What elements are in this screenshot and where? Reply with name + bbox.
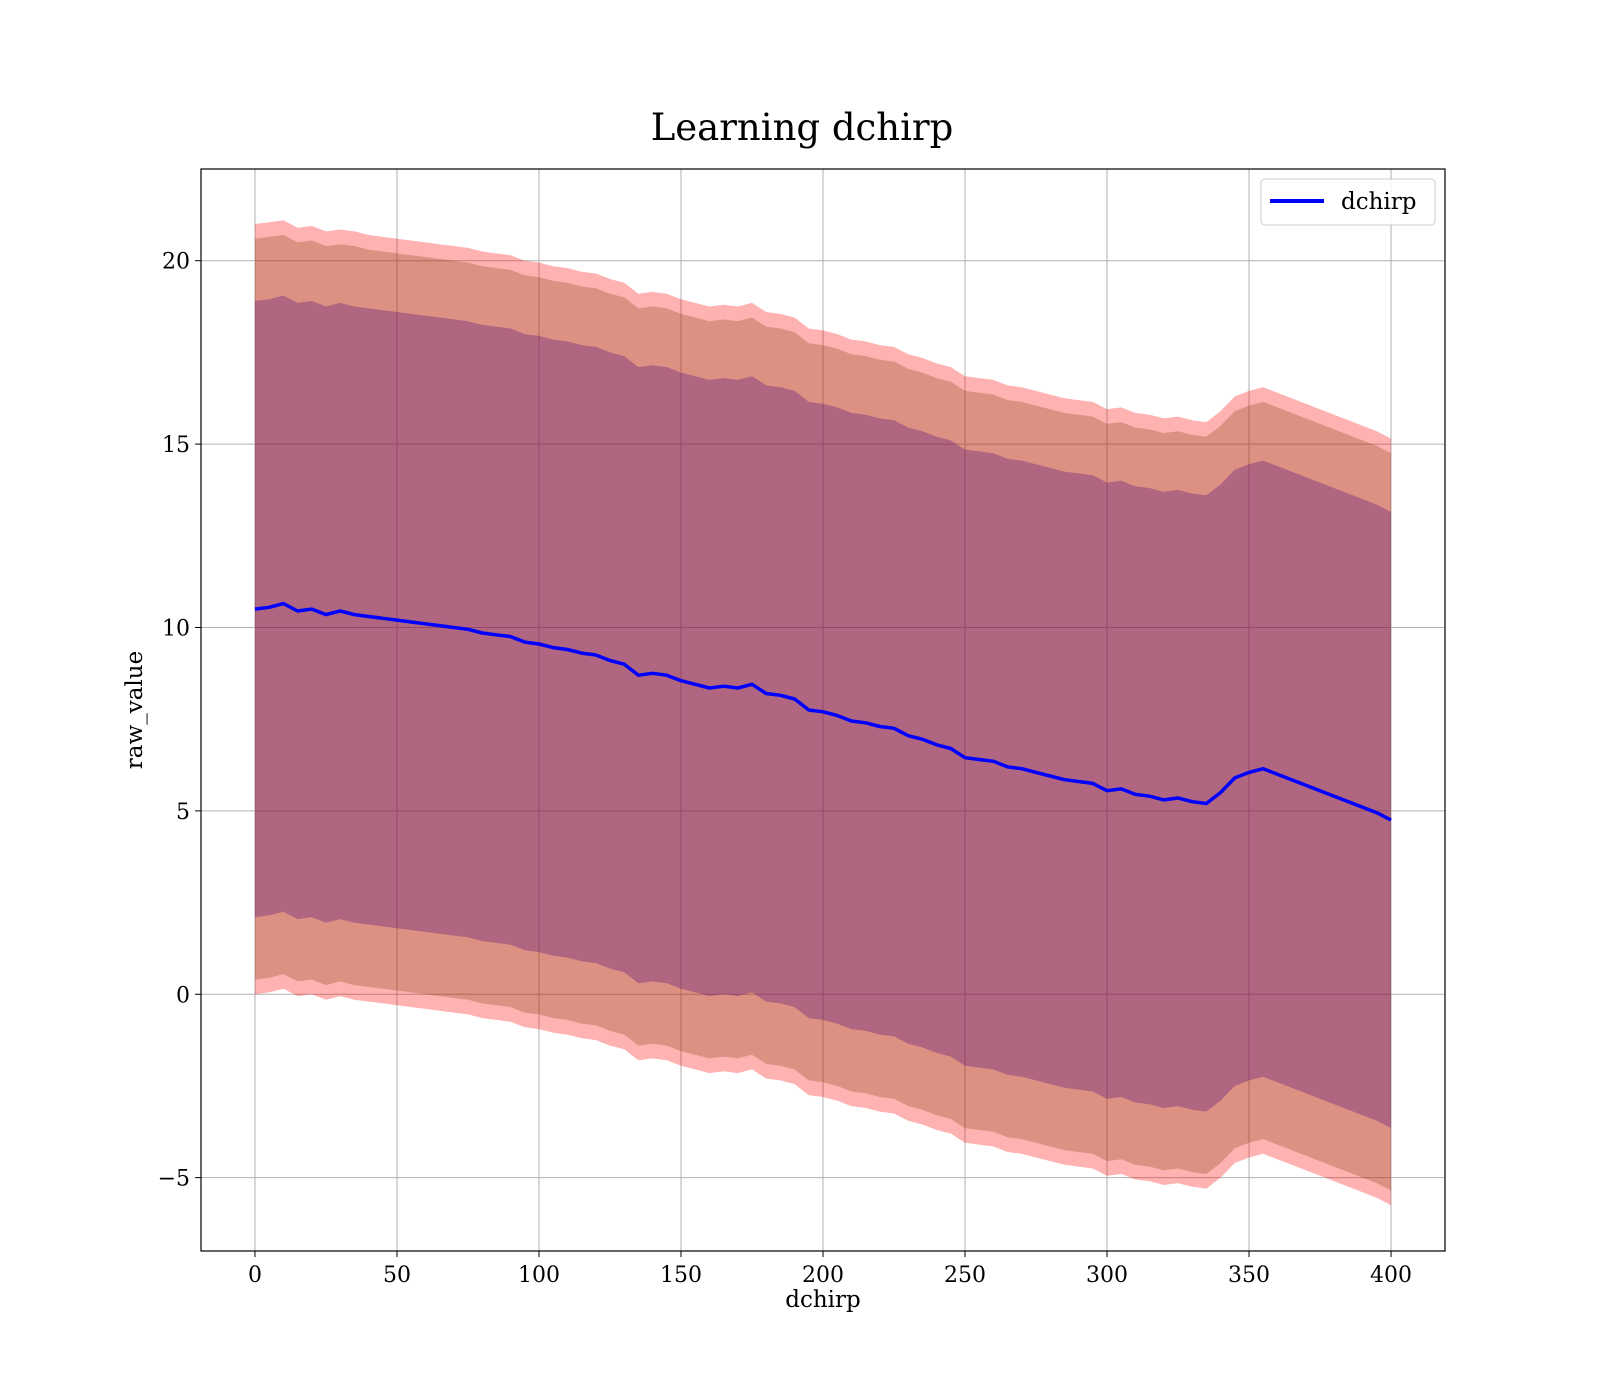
y-tick-label: −5 bbox=[158, 1167, 190, 1192]
x-tick-label: 0 bbox=[248, 1263, 262, 1288]
x-axis-label: dchirp bbox=[785, 1287, 861, 1313]
series-line-dchirp bbox=[254, 601, 1392, 822]
legend-box bbox=[1260, 178, 1436, 226]
y-tick-label: 10 bbox=[162, 616, 190, 641]
x-tick-label: 200 bbox=[802, 1263, 844, 1288]
x-axis-ticks: 0 50 100 150 200 250 300 350 400 bbox=[248, 1251, 1412, 1288]
legend-label-dchirp: dchirp bbox=[1341, 189, 1417, 215]
y-tick-label: 0 bbox=[176, 983, 190, 1008]
legend: dchirp bbox=[1260, 178, 1436, 226]
y-axis-label: raw_value bbox=[122, 651, 148, 769]
x-tick-label: 50 bbox=[383, 1263, 411, 1288]
y-tick-label: 15 bbox=[162, 433, 190, 458]
x-tick-label: 250 bbox=[944, 1263, 986, 1288]
series-lines bbox=[254, 601, 1392, 822]
chart-title: Learning dchirp bbox=[651, 106, 954, 149]
x-tick-label: 400 bbox=[1370, 1263, 1412, 1288]
y-axis-ticks: −5 0 5 10 15 20 bbox=[158, 250, 201, 1192]
x-tick-label: 150 bbox=[660, 1263, 702, 1288]
x-tick-label: 100 bbox=[518, 1263, 560, 1288]
x-tick-label: 350 bbox=[1228, 1263, 1270, 1288]
grid bbox=[201, 169, 1445, 1251]
y-tick-label: 20 bbox=[162, 250, 190, 275]
y-tick-label: 5 bbox=[176, 800, 190, 825]
x-tick-label: 300 bbox=[1086, 1263, 1128, 1288]
